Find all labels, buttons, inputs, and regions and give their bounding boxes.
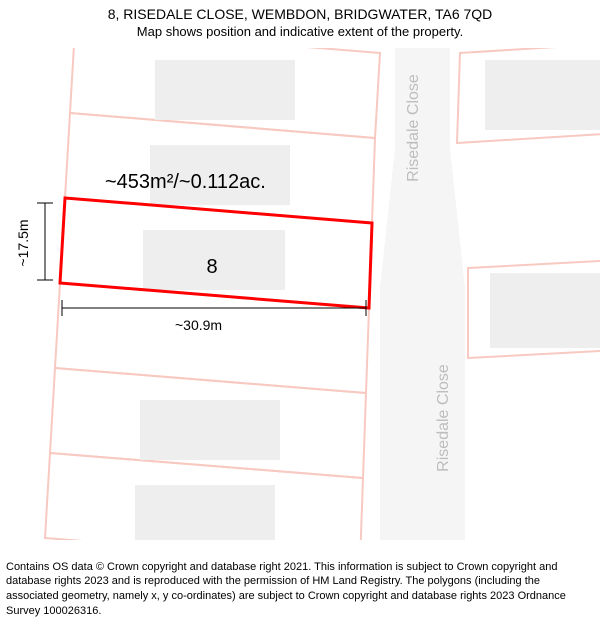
dimension-label-vertical: ~17.5m <box>15 219 31 266</box>
building-footprint <box>135 485 275 540</box>
building-footprint <box>490 273 600 348</box>
building-footprint <box>155 60 295 120</box>
map-region: Risedale Close Risedale Close 8 ~453m²/~0.1… <box>0 48 600 540</box>
building-footprint <box>140 400 280 460</box>
page-title: 8, RISEDALE CLOSE, WEMBDON, BRIDGWATER, … <box>0 6 600 22</box>
dimension-label-horizontal: ~30.9m <box>175 317 222 333</box>
copyright-footer: Contains OS data © Crown copyright and d… <box>6 560 594 619</box>
road-label: Risedale Close <box>435 364 452 472</box>
area-label: ~453m²/~0.112ac. <box>105 171 266 193</box>
building-footprint <box>485 60 600 130</box>
property-number: 8 <box>206 256 217 278</box>
page-subtitle: Map shows position and indicative extent… <box>0 24 600 39</box>
road-label: Risedale Close <box>405 74 422 182</box>
